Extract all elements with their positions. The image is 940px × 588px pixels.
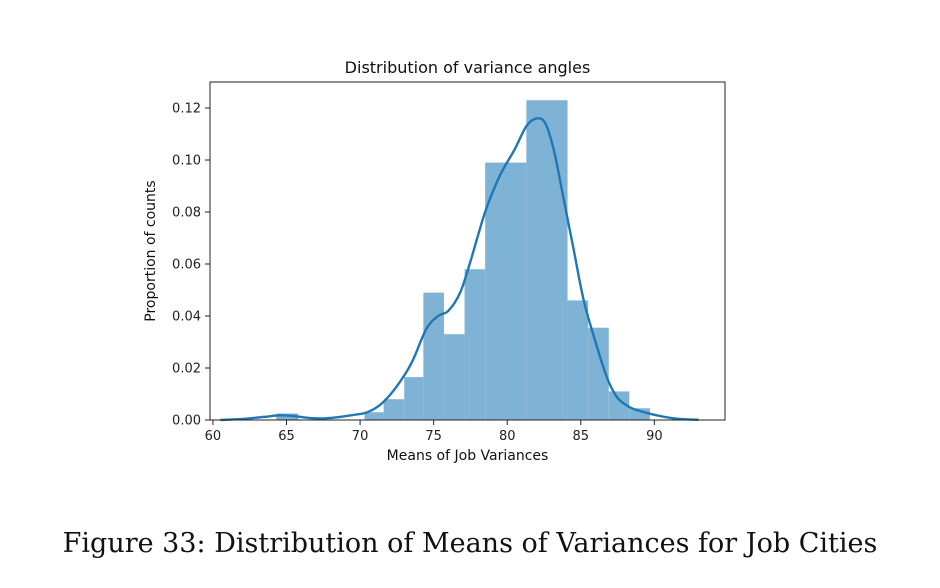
x-tick-label-0: 60 — [205, 429, 222, 444]
x-tick-label-1: 65 — [278, 429, 295, 444]
histogram-bar-3 — [404, 377, 424, 420]
y-tick-label-5: 0.10 — [172, 154, 201, 169]
y-axis-ticks: 0.00 0.02 0.04 0.06 0.08 0.10 0.12 — [172, 102, 210, 429]
histogram-bar-9 — [567, 300, 589, 420]
y-tick-label-6: 0.12 — [172, 102, 201, 117]
x-tick-label-3: 75 — [425, 429, 442, 444]
y-tick-label-1: 0.02 — [172, 362, 201, 377]
histogram-bar-7 — [485, 162, 527, 420]
histogram-bar-10 — [588, 327, 609, 420]
histogram-chart: Distribution of variance angles 60 65 70 75… — [143, 58, 726, 464]
chart-title: Distribution of variance angles — [345, 58, 591, 77]
histogram-bar-1 — [364, 412, 384, 420]
y-tick-label-2: 0.04 — [172, 310, 201, 325]
histogram-bar-5 — [443, 334, 465, 420]
histogram-bar-11 — [608, 391, 630, 420]
y-axis-label: Proportion of counts — [143, 180, 159, 321]
x-axis-ticks: 60 65 70 75 80 85 90 — [205, 420, 663, 444]
figure-caption: Figure 33: Distribution of Means of Vari… — [62, 528, 878, 559]
histogram-bar-4 — [423, 292, 444, 420]
x-axis-label: Means of Job Variances — [387, 448, 549, 464]
y-tick-label-0: 0.00 — [172, 414, 201, 429]
x-tick-label-6: 90 — [646, 429, 663, 444]
histogram-bar-6 — [464, 269, 486, 420]
y-tick-label-3: 0.06 — [172, 258, 201, 273]
histogram-bar-2 — [383, 399, 405, 420]
kde-density-line — [220, 117, 699, 422]
histogram-bars — [276, 100, 650, 420]
axes-frame — [209, 81, 726, 421]
histogram-bar-12 — [629, 408, 650, 420]
y-tick-label-4: 0.08 — [172, 206, 201, 221]
x-tick-label-5: 85 — [573, 429, 590, 444]
x-tick-label-2: 70 — [352, 429, 369, 444]
x-tick-label-4: 80 — [499, 429, 516, 444]
histogram-bar-8 — [526, 100, 568, 420]
